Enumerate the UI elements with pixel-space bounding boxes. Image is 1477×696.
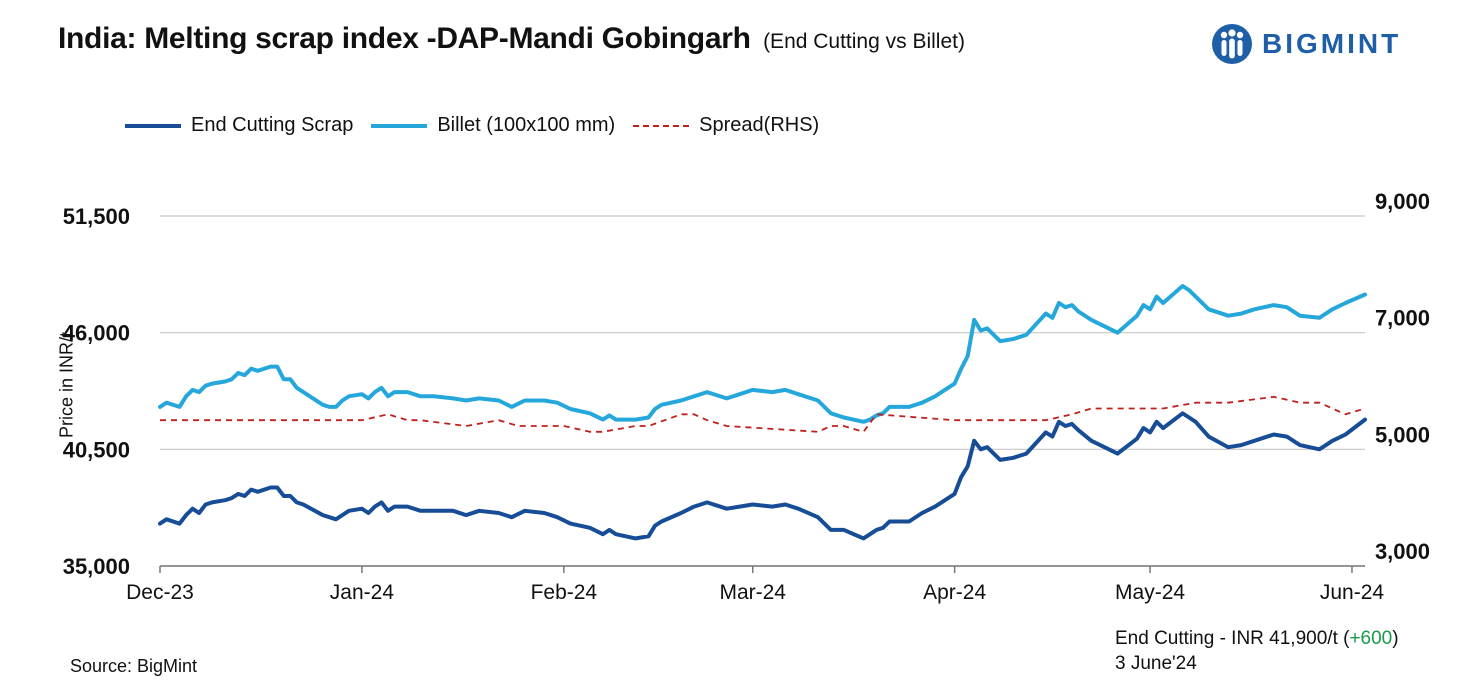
chart-header: India: Melting scrap index -DAP-Mandi Go…: [58, 22, 965, 56]
y-axis-label: Price in INR/t: [56, 331, 77, 439]
latest-price-text: End Cutting - INR 41,900/t (: [1115, 628, 1350, 649]
latest-price-line: End Cutting - INR 41,900/t (+600): [1115, 626, 1399, 651]
legend-label-spread: Spread(RHS): [699, 114, 820, 136]
people-logo-icon: [1212, 24, 1252, 64]
y2-tick-label: 3,000: [1375, 539, 1430, 564]
latest-price-date: 3 June'24: [1115, 653, 1197, 674]
legend-item-end-cutting: End Cutting Scrap: [125, 114, 353, 137]
brand-name: BIGMINT: [1262, 28, 1402, 59]
y-tick-label: 40,500: [63, 437, 130, 462]
chart-subtitle: (End Cutting vs Billet): [763, 30, 965, 53]
series-line-2: [160, 395, 1366, 433]
x-tick-label: Apr-24: [923, 581, 986, 604]
x-tick-label: Mar-24: [719, 581, 786, 604]
latest-price-note: End Cutting - INR 41,900/t (+600) 3 June…: [1115, 626, 1399, 676]
price-change-badge: +600: [1349, 628, 1393, 649]
y2-tick-label: 5,000: [1375, 422, 1430, 447]
series-line-1: [158, 284, 1367, 424]
legend-swatch-spread: [633, 124, 690, 127]
latest-price-close: ): [1392, 628, 1399, 649]
legend-swatch-end-cutting: [125, 123, 181, 128]
legend-label-billet: Billet (100x100 mm): [437, 114, 616, 136]
brand-logo: BIGMINT: [1210, 22, 1401, 66]
x-tick-label: Jan-24: [330, 581, 395, 604]
x-tick-label: Dec-23: [126, 581, 194, 604]
series-line-0: [158, 411, 1367, 541]
source-note: Source: BigMint: [70, 656, 198, 676]
x-tick-label: Jun-24: [1320, 581, 1385, 604]
y-tick-label: 35,000: [63, 554, 130, 579]
legend-item-spread: Spread(RHS): [633, 114, 819, 137]
legend-label-end-cutting: End Cutting Scrap: [191, 114, 354, 136]
y-tick-label: 51,500: [63, 204, 130, 229]
x-tick-label: May-24: [1115, 581, 1185, 604]
legend-item-billet: Billet (100x100 mm): [371, 114, 615, 137]
legend-swatch-billet: [371, 123, 428, 128]
chart-title: India: Melting scrap index -DAP-Mandi Go…: [58, 22, 751, 55]
x-tick-label: Feb-24: [531, 581, 598, 604]
y-tick-label: 46,000: [63, 321, 130, 346]
chart-legend: End Cutting Scrap Billet (100x100 mm) Sp…: [125, 114, 837, 137]
y2-tick-label: 9,000: [1375, 189, 1430, 214]
y2-tick-label: 7,000: [1375, 306, 1430, 331]
